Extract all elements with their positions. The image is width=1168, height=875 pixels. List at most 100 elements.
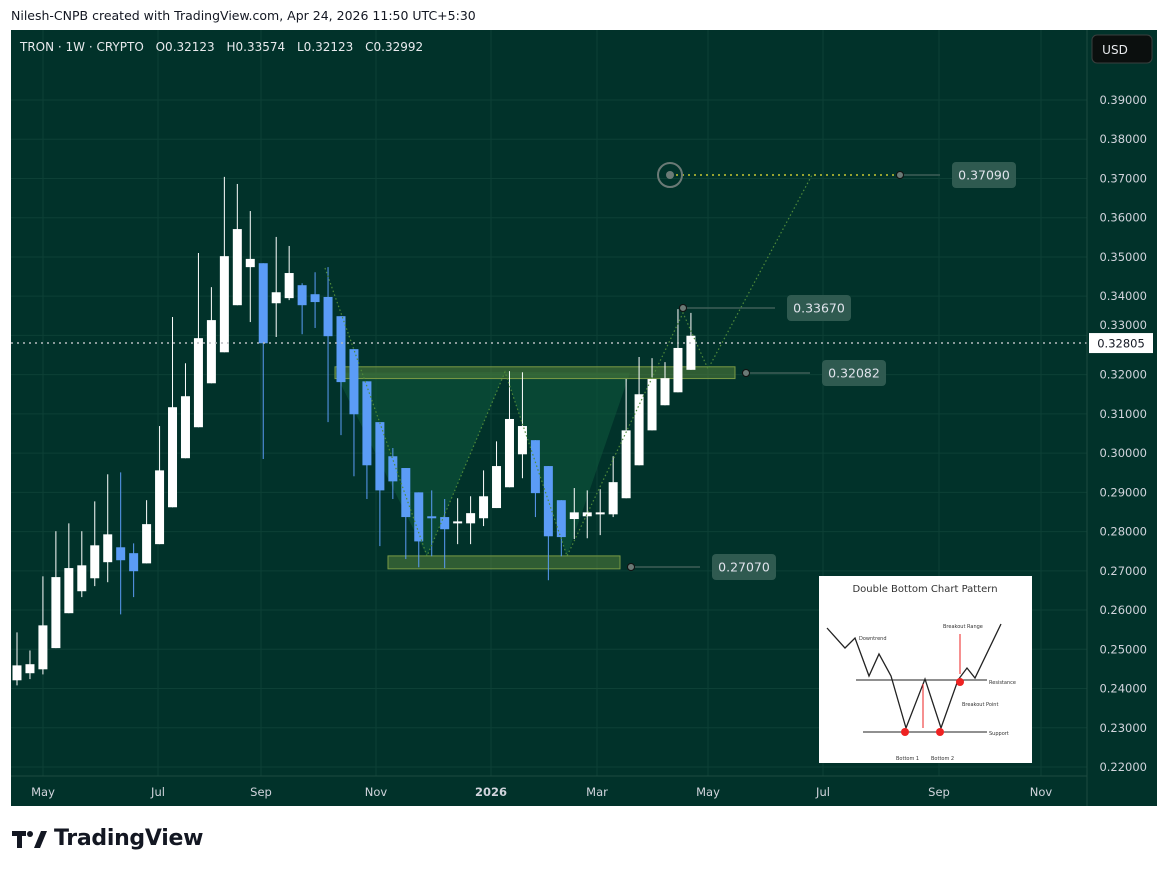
callout-anchor xyxy=(627,563,635,571)
inset-label-resistance: Resistance xyxy=(989,680,1016,686)
candle-down xyxy=(258,263,268,344)
price-tick-label: 0.25000 xyxy=(1099,642,1147,656)
price-tick-label: 0.22000 xyxy=(1099,760,1147,774)
candle-up xyxy=(90,545,100,579)
time-tick-label: Nov xyxy=(365,785,388,799)
close-value: C0.32992 xyxy=(365,40,423,54)
candle-down xyxy=(543,466,553,537)
chart-credit: Nilesh-CNPB created with TradingView.com… xyxy=(11,8,476,23)
zones xyxy=(334,366,736,570)
candle-up xyxy=(621,430,631,499)
callout-anchor xyxy=(742,369,750,377)
candle-up xyxy=(219,256,229,353)
tradingview-logo-icon xyxy=(12,830,47,848)
legend-symbol: TRON · 1W · CRYPTO O0.32123 H0.33574 L0.… xyxy=(19,40,423,54)
candle-up xyxy=(180,396,190,459)
candle-up xyxy=(517,426,527,455)
candle-down xyxy=(556,500,566,538)
time-tick-label: May xyxy=(696,785,720,799)
time-tick-label: May xyxy=(31,785,55,799)
candle-down xyxy=(414,492,424,542)
candle-up xyxy=(142,524,152,564)
candle-down xyxy=(530,440,540,494)
candle-down xyxy=(336,316,346,383)
pattern-fills xyxy=(335,372,630,556)
inset-breakout-dot xyxy=(956,678,964,686)
usd-button-label: USD xyxy=(1102,43,1128,57)
price-tick-label: 0.29000 xyxy=(1099,485,1147,499)
inset-label-bottom1: Bottom 1 xyxy=(896,756,919,762)
callout-price-label: 0.27070 xyxy=(718,560,770,575)
callout-price-label: 0.33670 xyxy=(793,301,845,316)
candle-down xyxy=(427,516,437,519)
candle-up xyxy=(686,335,696,370)
candle-up xyxy=(245,258,255,268)
price-axis[interactable]: 0.39000 0.38000 0.37000 0.36000 0.35000 0.340… xyxy=(1099,93,1147,774)
callout-badge xyxy=(952,162,1016,188)
candle-up xyxy=(51,577,61,649)
candle-down xyxy=(349,349,359,415)
resistance-zone xyxy=(334,366,736,380)
time-tick-label: Jul xyxy=(150,785,165,799)
support-zone xyxy=(387,555,621,570)
inset-bottom2-dot xyxy=(936,728,944,736)
candle-up xyxy=(193,338,203,428)
candle-up xyxy=(206,320,216,384)
low-value: L0.32123 xyxy=(297,40,353,54)
candle-up xyxy=(38,625,48,670)
candle-up xyxy=(634,394,644,466)
callout-price-label: 0.37090 xyxy=(958,168,1010,183)
candle-up xyxy=(64,568,74,614)
candle-down xyxy=(116,547,126,561)
price-tick-label: 0.28000 xyxy=(1099,525,1147,539)
target-circle-icon xyxy=(657,162,683,188)
drawings: 0.32805 0.37090 0.33670 0.32082 0.27070 xyxy=(11,162,1153,580)
current-price-badge xyxy=(1089,333,1153,354)
usd-button[interactable]: USD xyxy=(1091,34,1153,64)
candle-down xyxy=(323,296,333,337)
inset-pattern-line xyxy=(826,623,1002,731)
price-tick-label: 0.32000 xyxy=(1099,368,1147,382)
candle-down xyxy=(375,422,385,491)
time-tick-label: Sep xyxy=(928,785,950,799)
right-bottom-fill xyxy=(505,372,630,556)
time-tick-label: Nov xyxy=(1030,785,1053,799)
price-tick-label: 0.33000 xyxy=(1099,318,1147,332)
tradingview-logo[interactable]: TradingView xyxy=(12,826,203,851)
grid xyxy=(11,30,1087,776)
price-tick-label: 0.23000 xyxy=(1099,721,1147,735)
candle-down xyxy=(297,285,307,306)
price-tick-label: 0.24000 xyxy=(1099,682,1147,696)
candle-up xyxy=(155,470,165,545)
price-tick-label: 0.37000 xyxy=(1099,171,1147,185)
time-tick-label: Mar xyxy=(586,785,608,799)
inset-label-support: Support xyxy=(989,731,1009,737)
callout-price-label: 0.32082 xyxy=(828,366,880,381)
time-axis[interactable]: May Jul Sep Nov 2026 Mar May Jul Sep Nov xyxy=(31,785,1052,799)
candle-up xyxy=(608,482,618,515)
price-tick-label: 0.36000 xyxy=(1099,211,1147,225)
tradingview-wordmark: TradingView xyxy=(54,826,204,851)
price-tick-label: 0.35000 xyxy=(1099,250,1147,264)
candle-up xyxy=(673,347,683,393)
inset-title: Double Bottom Chart Pattern xyxy=(852,584,997,595)
candle-down xyxy=(129,553,139,572)
target-dot-icon xyxy=(666,171,674,179)
left-bottom-fill xyxy=(335,372,505,556)
current-price-label: 0.32805 xyxy=(1097,337,1145,351)
candle-up xyxy=(77,565,87,592)
candle-up xyxy=(569,512,579,520)
inset-label-bottom2: Bottom 2 xyxy=(931,756,954,762)
candle-up xyxy=(453,521,463,524)
price-tick-label: 0.38000 xyxy=(1099,132,1147,146)
candle-up xyxy=(284,273,294,299)
inset-label-breakout-point: Breakout Point xyxy=(962,702,998,708)
candle-up xyxy=(232,229,242,306)
candles xyxy=(12,176,696,686)
callout-badge xyxy=(822,360,886,386)
candle-up xyxy=(103,534,113,563)
inset-label-downtrend: Downtrend xyxy=(859,636,887,642)
candle-up xyxy=(168,407,178,508)
inset-bottom1-dot xyxy=(901,728,909,736)
